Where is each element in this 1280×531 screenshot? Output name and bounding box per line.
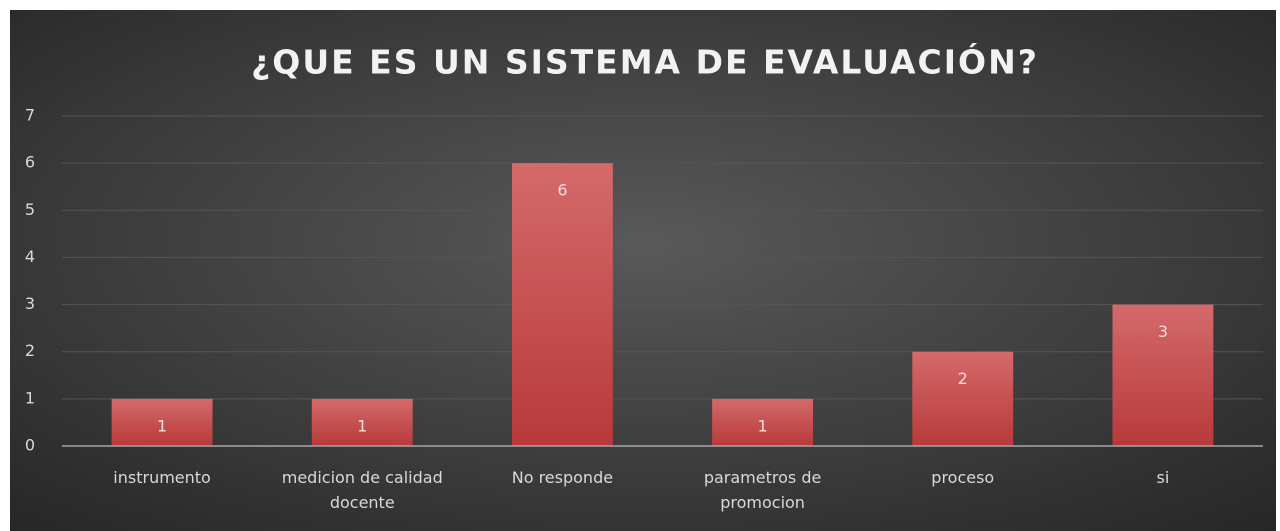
bar [712, 398, 814, 446]
y-tick-label: 1 [25, 388, 35, 407]
y-tick-label: 3 [25, 294, 35, 313]
x-tick-label: parametros de promocion [704, 468, 821, 512]
y-tick-label: 7 [25, 106, 35, 125]
x-tick-label: proceso [931, 468, 994, 487]
y-tick-label: 2 [25, 341, 35, 360]
bar [311, 398, 413, 446]
y-tick-label: 0 [25, 436, 35, 455]
data-label: 6 [557, 181, 567, 200]
data-label: 3 [1158, 322, 1168, 341]
y-tick-label: 6 [25, 153, 35, 172]
bar [111, 398, 213, 446]
y-tick-label: 5 [25, 200, 35, 219]
data-label: 1 [757, 416, 767, 435]
chart-title: ¿QUE ES UN SISTEMA DE EVALUACIÓN? [251, 42, 1039, 82]
x-tick-label: medicion de calidad docente [282, 468, 443, 512]
x-tick-label: instrumento [113, 468, 211, 487]
bar [912, 351, 1014, 446]
y-tick-label: 4 [25, 247, 35, 266]
x-tick-label: si [1157, 468, 1170, 487]
data-label: 1 [357, 416, 367, 435]
x-tick-label: No responde [512, 468, 613, 487]
data-label: 2 [958, 369, 968, 388]
data-label: 1 [157, 416, 167, 435]
bar [1112, 304, 1214, 446]
chart-background [10, 10, 1276, 531]
bar [511, 163, 613, 446]
